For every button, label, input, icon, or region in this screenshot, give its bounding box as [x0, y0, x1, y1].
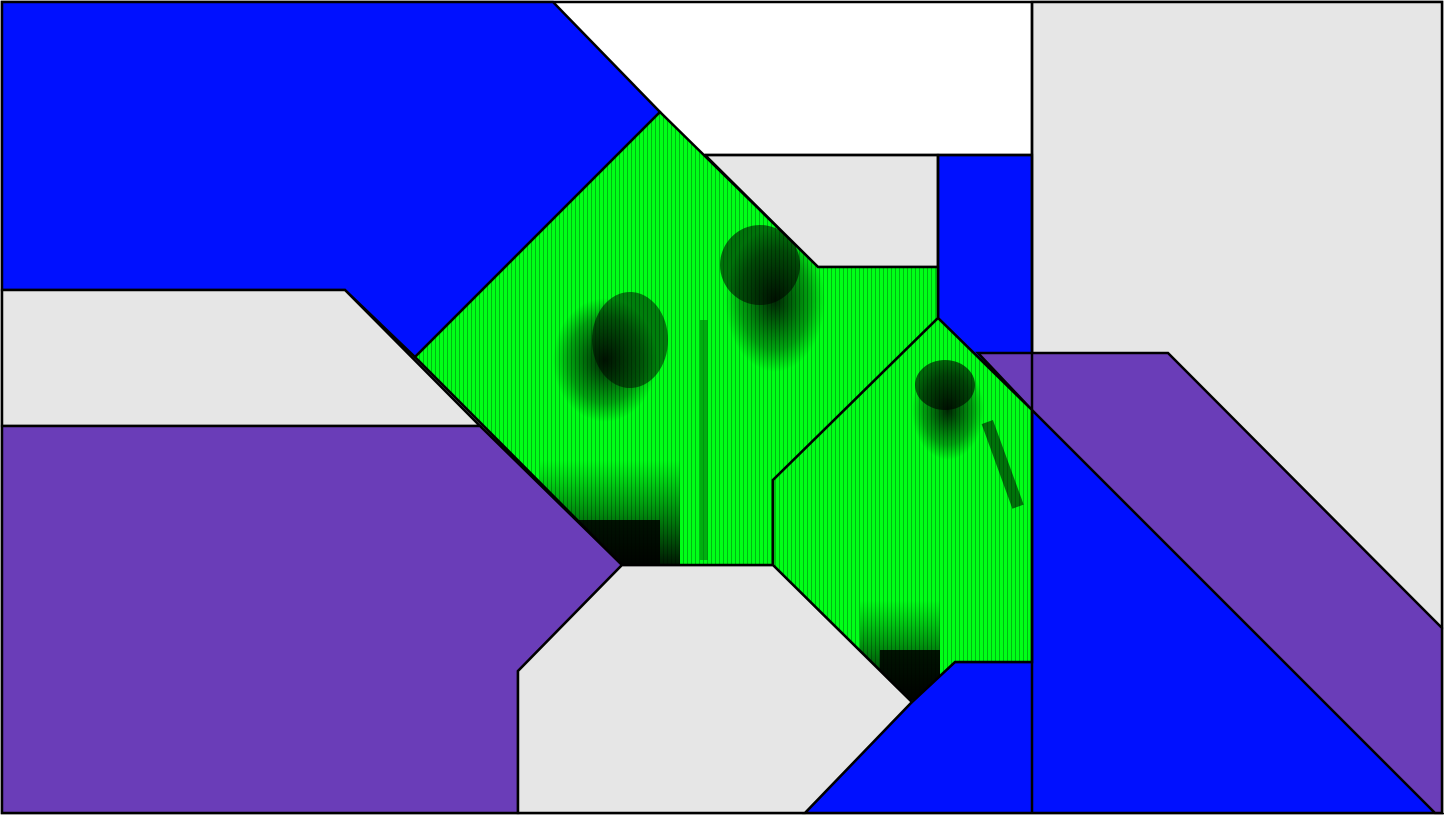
geometric-collage-canvas: [0, 0, 1444, 815]
